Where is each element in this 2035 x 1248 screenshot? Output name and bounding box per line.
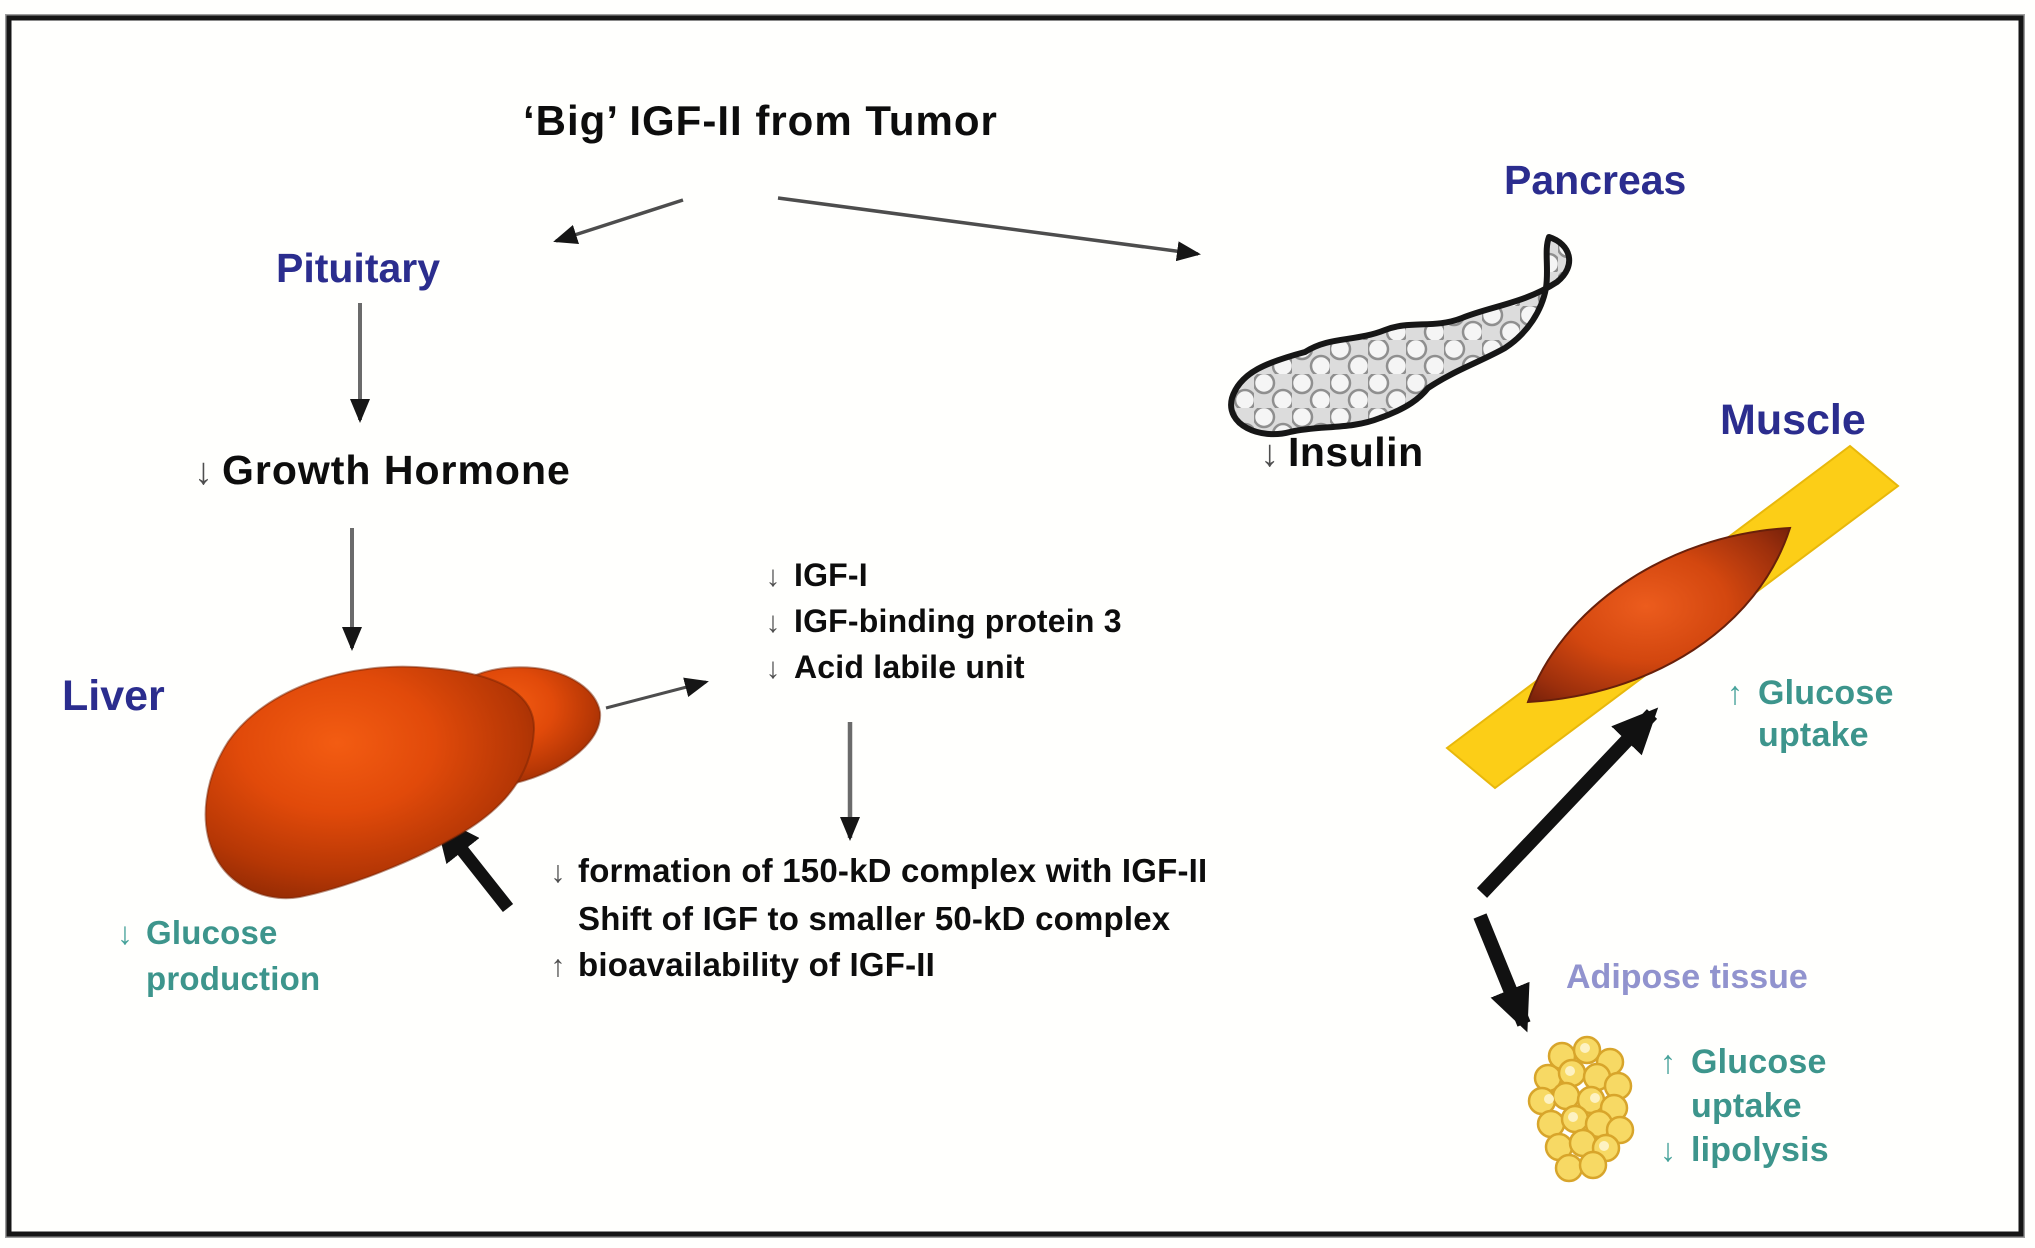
complex-effects-list: ↓ formation of 150-kD complex with IGF-I… xyxy=(538,848,1207,990)
muscle-effect-label: uptake xyxy=(1758,716,1869,754)
liver-effect-label: production xyxy=(146,960,321,997)
arrow-igf2-to-muscle xyxy=(1476,707,1659,898)
adipose-tissue-label: Adipose tissue xyxy=(1566,958,1808,996)
up-arrow-icon: ↑ xyxy=(1659,1044,1677,1080)
list-item: ↑ Glucose xyxy=(1712,672,1894,714)
adipose-effect-label: uptake xyxy=(1691,1087,1802,1125)
arrow-liver-to-igf-list xyxy=(605,677,709,710)
diagram-title: ‘Big’ IGF-II from Tumor xyxy=(523,97,998,144)
up-arrow-icon: ↑ xyxy=(550,950,566,983)
liver-effect-label: Glucose xyxy=(146,914,278,951)
list-item: uptake xyxy=(1645,1084,1829,1128)
adipose-effect-label: Glucose xyxy=(1691,1043,1827,1081)
down-arrow-icon: ↓ xyxy=(1260,432,1280,474)
pancreas-label: Pancreas xyxy=(1504,157,1687,203)
adipose-illustration xyxy=(1527,1035,1635,1183)
arrow-title-to-pituitary xyxy=(553,198,684,245)
list-item: ↓ formation of 150-kD complex with IGF-I… xyxy=(538,848,1207,896)
arrow-title-to-pancreas xyxy=(777,196,1201,262)
list-item: Shift of IGF to smaller 50-kD complex xyxy=(538,896,1207,942)
down-arrow-icon: ↓ xyxy=(765,652,781,685)
insulin-label: Insulin xyxy=(1288,429,1424,475)
list-item: ↓ Acid labile unit xyxy=(752,645,1122,691)
down-arrow-icon: ↓ xyxy=(1659,1132,1677,1168)
muscle-effects: ↑ Glucose uptake xyxy=(1712,672,1894,756)
pancreas-illustration xyxy=(1228,234,1573,438)
growth-hormone-label: Growth Hormone xyxy=(222,447,571,493)
up-arrow-icon: ↑ xyxy=(1726,675,1744,711)
list-item: ↓ lipolysis xyxy=(1645,1128,1829,1172)
complex-effect-label: bioavailability of IGF-II xyxy=(578,946,936,983)
igf-effect-label: IGF-I xyxy=(794,557,868,593)
down-arrow-icon: ↓ xyxy=(550,856,566,889)
list-item: production xyxy=(104,956,320,1001)
down-arrow-icon: ↓ xyxy=(194,450,214,492)
muscle-belly xyxy=(1526,526,1792,704)
liver-effects: ↓ Glucose production xyxy=(104,910,320,1001)
list-item: ↓ Glucose xyxy=(104,910,320,956)
igf-effects-list: ↓ IGF-I ↓ IGF-binding protein 3 ↓ Acid l… xyxy=(752,553,1122,691)
liver-label: Liver xyxy=(62,672,165,720)
muscle-label: Muscle xyxy=(1720,396,1866,444)
complex-effect-label: formation of 150-kD complex with IGF-II xyxy=(578,852,1208,889)
list-item: uptake xyxy=(1712,714,1894,756)
list-item: ↓ IGF-binding protein 3 xyxy=(752,599,1122,645)
igf-effect-label: IGF-binding protein 3 xyxy=(794,603,1122,639)
down-arrow-icon: ↓ xyxy=(765,606,781,639)
list-item: ↓ IGF-I xyxy=(752,553,1122,599)
insulin-node: ↓ Insulin xyxy=(1252,429,1424,476)
list-item: ↑ bioavailability of IGF-II xyxy=(538,942,1207,990)
liver-left-lobe xyxy=(204,665,536,900)
frame-border xyxy=(6,15,2024,1237)
igf-effect-label: Acid labile unit xyxy=(794,649,1025,685)
muscle-effect-label: Glucose xyxy=(1758,674,1894,712)
growth-hormone-node: ↓ Growth Hormone xyxy=(186,447,571,494)
adipose-effects: ↑ Glucose uptake ↓ lipolysis xyxy=(1645,1040,1829,1172)
down-arrow-icon: ↓ xyxy=(117,916,133,951)
arrow-igf2-to-adipose xyxy=(1473,913,1531,1033)
complex-effect-label: Shift of IGF to smaller 50-kD complex xyxy=(578,900,1171,937)
pituitary-label: Pituitary xyxy=(276,245,441,291)
list-item: ↑ Glucose xyxy=(1645,1040,1829,1084)
adipose-effect-label: lipolysis xyxy=(1691,1131,1829,1169)
down-arrow-icon: ↓ xyxy=(765,560,781,593)
